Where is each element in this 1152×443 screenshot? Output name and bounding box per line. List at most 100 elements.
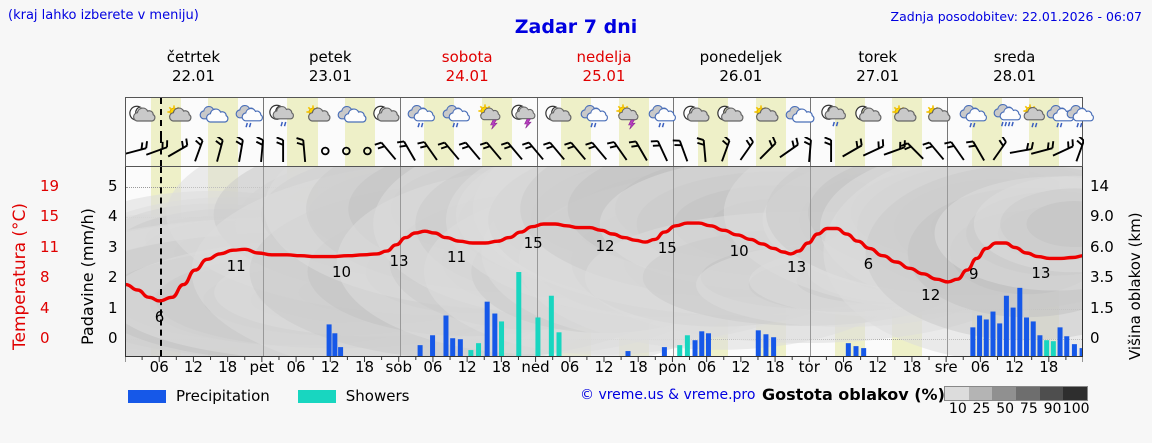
cloud-density-step-100: [1063, 387, 1088, 400]
temperature-value-label: 6: [863, 255, 874, 274]
day-gridline: [810, 167, 812, 356]
weather-icon-sun-cloud-storm: [475, 102, 505, 132]
wind-barb: [500, 141, 523, 161]
cloud-density-tick: 100: [1062, 401, 1090, 417]
precip-bar-precipitation: [484, 301, 490, 356]
wind-barb: [255, 137, 264, 163]
precipitation-legend-label: Precipitation: [176, 387, 270, 405]
precip-bar-precipitation: [492, 313, 498, 356]
weather-icon-sun-cloud: [889, 102, 919, 132]
wind-barb: [842, 138, 863, 158]
cloud-density-step-25: [968, 387, 993, 400]
hour-tick-label: 12: [183, 358, 203, 376]
hour-tick-label: 12: [457, 358, 477, 376]
hour-tick-label: 12: [1005, 358, 1025, 376]
day-header-3: nedelja 25.01: [536, 48, 673, 88]
wind-barb: [215, 137, 224, 162]
day-gridline: [399, 167, 401, 356]
cloud-density-tick: 90: [1043, 401, 1062, 417]
weather-icon-cloud: [199, 102, 229, 132]
hour-tick-label: 06: [970, 358, 990, 376]
wind-barb: [992, 137, 1007, 161]
temperature-value-label: 11: [226, 257, 246, 276]
current-time-marker: [159, 137, 162, 166]
precip-bar-showers: [556, 332, 562, 356]
temperature-value-label: 15: [657, 239, 677, 258]
axis-ticks: [125, 357, 1083, 362]
weather-icon-cloud-rain: [441, 102, 471, 132]
day-name: sobota: [441, 48, 493, 66]
precip-bar-showers: [476, 343, 482, 356]
day-name: nedelja: [576, 48, 632, 66]
wind-barb-band: [125, 137, 1084, 167]
precipitation-bars: [326, 272, 1082, 356]
weather-icon-moon-cloud-rain: [820, 102, 850, 132]
daylight-band: [892, 137, 923, 166]
hour-tick-label: sob: [385, 358, 412, 376]
temperature-value-label: 12: [921, 286, 941, 305]
wind-barb: [922, 141, 945, 161]
precip-bar-precipitation: [845, 343, 851, 356]
precip-bar-showers: [535, 317, 541, 356]
precip-bar-precipitation: [692, 340, 698, 356]
wind-barb: [650, 140, 668, 162]
hour-tick-label: 12: [731, 358, 751, 376]
day-date: 28.01: [993, 67, 1037, 85]
precip-bar-showers: [499, 321, 505, 356]
cloud-height-tick: 14: [1090, 176, 1110, 195]
day-header-2: sobota 24.01: [399, 48, 536, 88]
cloud-density-tick: 10: [948, 401, 967, 417]
wind-barb: [672, 139, 689, 162]
temperature-value-label: 10: [332, 262, 352, 281]
weather-icon-sun-cloud: [751, 102, 781, 132]
weather-icon-cloud-rain: [406, 102, 436, 132]
precip-bar-precipitation: [699, 331, 705, 356]
hour-tick-label: 06: [149, 358, 169, 376]
weather-icon-moon-cloud: [128, 102, 158, 132]
day-name: četrtek: [166, 48, 221, 66]
precip-bar-precipitation: [661, 347, 667, 356]
daylight-band: [561, 137, 592, 166]
precip-bar-precipitation: [1057, 327, 1063, 356]
wind-barb: [363, 146, 372, 156]
day-name: ponedeljek: [699, 48, 783, 66]
weather-icon-cloud-rain: [579, 102, 609, 132]
precip-bar-precipitation: [1064, 336, 1070, 356]
hour-tick-label: 18: [765, 358, 785, 376]
copyright-link[interactable]: © vreme.us & vreme.pro: [580, 387, 756, 403]
day-date: 25.01: [582, 67, 626, 85]
precip-bar-showers: [516, 272, 522, 356]
temperature-tick: 0: [40, 328, 50, 347]
wind-barb: [522, 141, 544, 161]
weather-icon-moon-cloud: [716, 102, 746, 132]
hour-tick-labels: 06 12 18 pet 06 12 18 sob 06 12 18 ned 06 12 18 pon 06 12…: [125, 358, 1083, 378]
precip-bar-precipitation: [771, 337, 777, 356]
hour-tick-label: 18: [354, 358, 375, 376]
precip-bar-precipitation: [430, 335, 436, 356]
daylight-band: [481, 137, 512, 166]
wind-barb: [564, 141, 586, 161]
hour-tick-label: 18: [1039, 358, 1059, 376]
wind-barb: [342, 146, 351, 156]
day-separator: [399, 98, 401, 137]
day-separator: [399, 137, 401, 166]
hour-tick-label: 06: [286, 358, 306, 376]
temperature-value-label: 13: [1031, 263, 1051, 282]
day-gridline: [673, 167, 675, 356]
precipitation-tick: 5: [108, 176, 118, 195]
wind-barb: [606, 141, 628, 161]
precip-bar-precipitation: [853, 346, 859, 356]
temperature-value-label: 12: [595, 237, 615, 256]
menu-hint-text: (kraj lahko izberete v meniju): [8, 8, 199, 23]
temperature-value-label: 11: [446, 248, 467, 267]
day-separator: [262, 98, 264, 137]
day-date: 22.01: [171, 67, 215, 85]
precipitation-axis-title: Padavine (mm/h): [78, 208, 97, 345]
weather-icon-sun-cloud: [164, 102, 194, 132]
day-gridline: [262, 167, 264, 356]
weather-icon-moon-cloud-storm: [510, 102, 540, 132]
temperature-value-label: 15: [523, 233, 543, 252]
temperature-tick: 11: [40, 237, 60, 256]
day-separator: [673, 137, 675, 166]
precip-bar-precipitation: [1037, 335, 1043, 356]
